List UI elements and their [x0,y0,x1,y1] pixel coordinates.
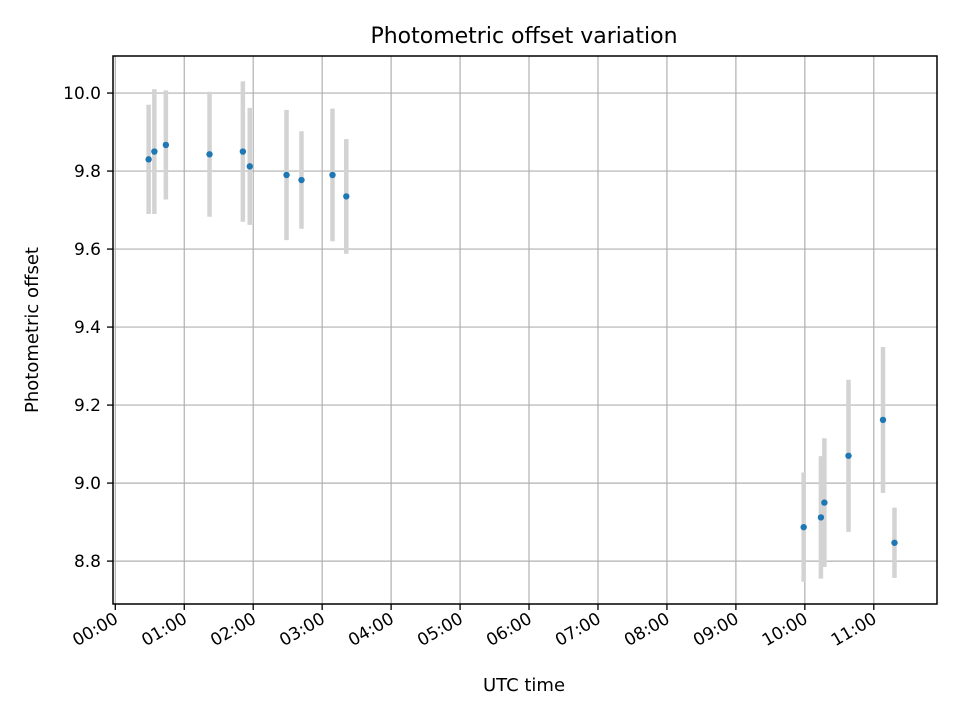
chart-title: Photometric offset variation [370,24,677,49]
x-tick-label: 04:00 [345,609,397,651]
data-point [845,452,852,459]
x-tick-label: 10:00 [759,609,811,651]
y-tick-label: 9.2 [74,396,101,416]
x-tick-label: 08:00 [621,609,673,651]
data-point [817,514,825,521]
x-tick-label: 02:00 [207,609,259,651]
data-point [343,193,350,200]
x-tick-label: 05:00 [414,609,466,651]
y-tick-label: 9.8 [74,162,101,182]
x-tick-label: 07:00 [552,609,604,651]
data-point [800,523,807,531]
data-point [239,148,247,155]
tick-layer: 00:00 01:00 02:00 03:00 04:00 05:00 06:00 07:00… [63,84,880,651]
data-point [879,416,887,424]
x-tick-label: 11:00 [828,609,880,651]
y-tick-label: 9.0 [74,474,101,494]
plot-frame [112,55,938,605]
point-layer [145,141,898,546]
y-tick-label: 9.4 [74,318,101,338]
errorbar-layer [146,81,897,582]
data-point [821,499,828,506]
data-point [329,171,336,179]
data-point [162,141,170,149]
data-point [151,148,158,155]
x-tick-label: 09:00 [690,609,742,651]
data-point [206,151,213,158]
y-tick-label: 10.0 [63,84,101,104]
y-tick-label: 8.8 [74,552,101,572]
data-point [298,176,305,184]
data-point [246,163,253,170]
x-tick-label: 06:00 [483,609,535,651]
data-point [891,539,898,546]
data-point [283,171,290,179]
y-tick-label: 9.6 [74,240,101,260]
data-point [145,156,152,163]
x-axis-label: UTC time [483,675,565,696]
x-tick-label: 01:00 [138,609,190,651]
x-tick-label: 00:00 [69,609,121,651]
x-tick-label: 03:00 [276,609,328,651]
y-axis-label: Photometric offset [22,247,43,413]
grid-layer [113,56,937,604]
